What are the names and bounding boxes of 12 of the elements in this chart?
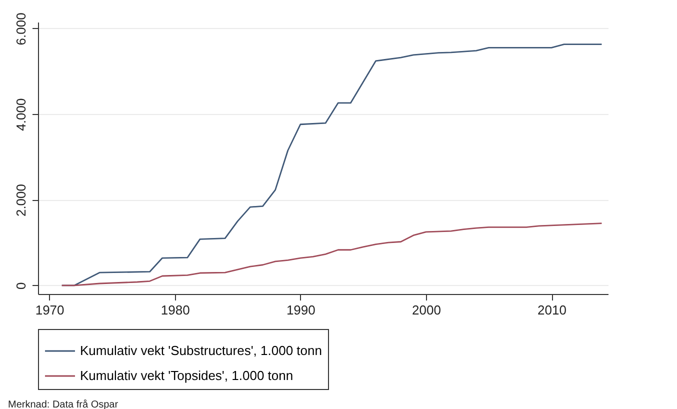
line-series (61, 222, 602, 286)
x-tick-label: 2000 (412, 302, 441, 318)
x-tick-label: 1970 (35, 302, 64, 318)
x-tick-label: 1980 (160, 302, 190, 318)
y-tick-label: 2.000 (14, 184, 28, 217)
y-tick-label: 6.000 (14, 12, 28, 46)
legend-label: Kumulativ vekt 'Topsides', 1.000 tonn (80, 368, 294, 383)
y-tick-label: 4.000 (14, 98, 28, 131)
x-tick-label: 1990 (286, 302, 316, 318)
x-tick-label: 2010 (538, 302, 566, 318)
legend-label: Kumulativ vekt 'Substructures', 1.000 tonn (80, 343, 322, 358)
y-tick-label: 0 (14, 282, 28, 290)
